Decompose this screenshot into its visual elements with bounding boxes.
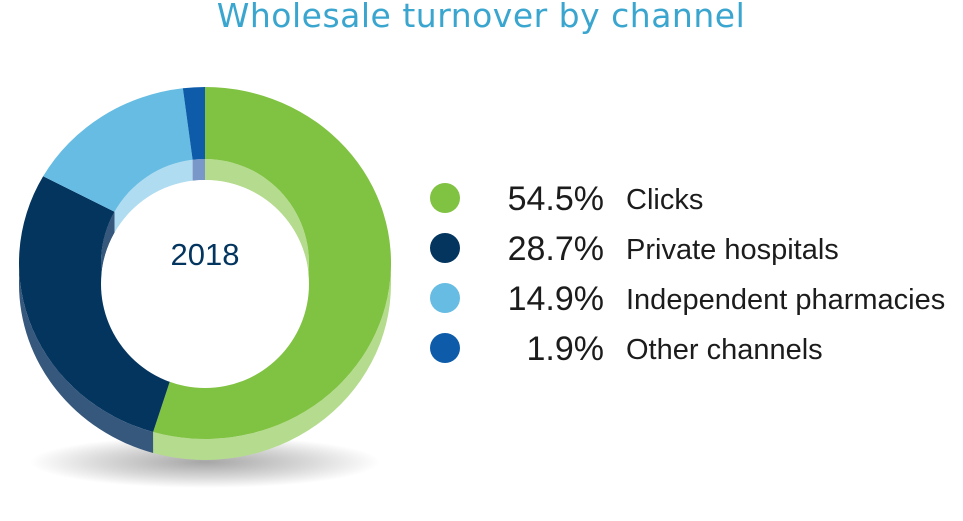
slice-independent-pharmacies: [43, 88, 193, 212]
donut-inner-wall: [101, 159, 309, 284]
legend-swatch: [430, 183, 460, 213]
legend-label: Independent pharmacies: [626, 284, 945, 316]
legend-swatch: [430, 233, 460, 263]
legend-label: Private hospitals: [626, 234, 839, 266]
legend-swatch: [430, 283, 460, 313]
donut-side-private-hospitals: [19, 263, 154, 454]
legend-value: 54.5%: [508, 180, 604, 218]
legend-item-other-channels: 1.9% Other channels: [430, 330, 823, 368]
legend-swatch: [430, 333, 460, 363]
slice-private-hospitals: [19, 176, 176, 433]
legend-value: 1.9%: [527, 330, 605, 368]
donut-inner-wall-other-channels: [192, 159, 205, 181]
donut-side-clicks: [153, 263, 391, 460]
legend-label: Other channels: [626, 334, 823, 366]
donut-top: [19, 87, 392, 439]
legend-label: Clicks: [626, 184, 703, 216]
slice-clicks: [153, 87, 392, 439]
center-year-label: 2018: [171, 237, 240, 272]
legend-item-clicks: 54.5% Clicks: [430, 180, 703, 218]
legend-item-independent-pharmacies: 14.9% Independent pharmacies: [430, 280, 945, 318]
legend-item-private-hospitals: 28.7% Private hospitals: [430, 230, 839, 268]
donut-sides: [19, 263, 391, 460]
donut-shadow: [30, 436, 380, 488]
donut-inner-wall-private-hospitals: [101, 211, 115, 284]
donut-hole: [101, 180, 309, 388]
legend-value: 14.9%: [508, 280, 604, 318]
legend-value: 28.7%: [508, 230, 604, 268]
donut-inner-wall-independent-pharmacies: [114, 159, 193, 233]
slice-other-channels: [182, 87, 205, 160]
donut-inner-wall-clicks: [205, 159, 309, 284]
chart-title: Wholesale turnover by channel: [217, 0, 745, 35]
legend: 54.5% Clicks 28.7% Private hospitals 14.9% In…: [430, 180, 945, 368]
